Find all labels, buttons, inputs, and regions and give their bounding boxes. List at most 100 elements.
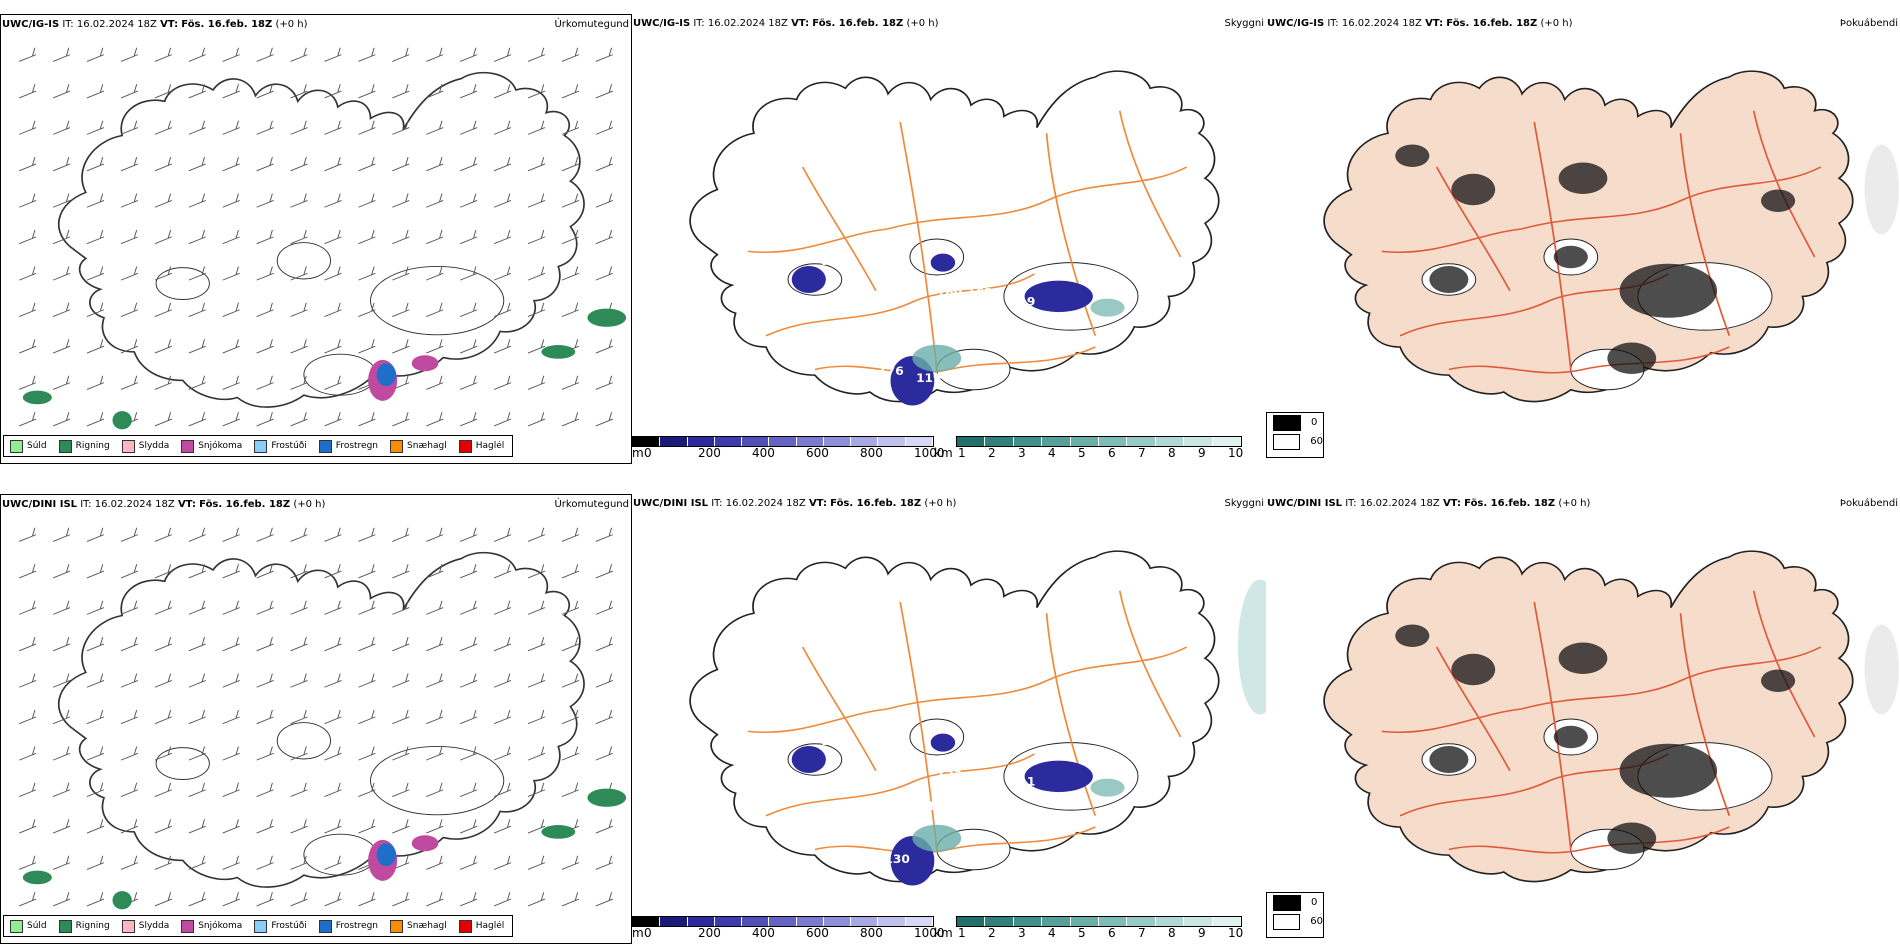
wind-barb — [290, 47, 308, 62]
wind-barb — [18, 527, 37, 542]
wind-barb — [188, 673, 206, 688]
wind-barb — [561, 302, 580, 318]
wind-barb — [459, 266, 478, 281]
colorbar-unit: m — [632, 446, 644, 460]
wind-barb — [426, 47, 444, 62]
wind-barb — [154, 47, 173, 62]
rain-area — [587, 308, 627, 327]
wind-barb — [120, 47, 139, 62]
legend-swatch — [458, 439, 472, 453]
wind-barb — [256, 229, 274, 245]
visibility-map: 105 97 160 162 119 176 119 57 — [689, 70, 1220, 423]
run-info: UWC/DINI ISL IT: 16.02.2024 18Z VT: Fös.… — [1267, 496, 1590, 512]
colorbar-unit: km — [934, 926, 953, 940]
fog-area — [1395, 624, 1430, 647]
road-line — [1045, 613, 1097, 816]
wind-barb — [222, 527, 240, 542]
wind-barb — [459, 302, 478, 318]
wind-barb — [290, 157, 308, 172]
wind-barb — [154, 527, 173, 542]
wind-barb — [188, 84, 206, 99]
ceiling-value-label: 119 — [1010, 295, 1035, 308]
legend-swatch — [254, 919, 268, 933]
wind-barb — [324, 673, 342, 688]
wind-barb — [222, 600, 240, 615]
wind-barb — [188, 527, 206, 542]
wind-barb — [120, 782, 139, 798]
wind-barb — [527, 157, 546, 172]
colorbar-cell — [714, 437, 743, 446]
wind-barb — [527, 782, 546, 798]
wind-barb — [154, 855, 173, 870]
fog-area — [1429, 746, 1469, 773]
wind-barb — [595, 746, 614, 761]
wind-barb — [120, 193, 139, 208]
wind-barb — [324, 819, 342, 834]
vt-value: Fös. 16.feb. 18Z — [830, 498, 922, 509]
fog-index-panel: UWC/DINI ISL IT: 16.02.2024 18Z VT: Fös.… — [1266, 494, 1900, 944]
wind-barb — [426, 709, 444, 725]
wind-barb — [52, 266, 71, 281]
wind-barb — [154, 564, 173, 579]
legend-swatch — [181, 439, 195, 453]
wind-barb — [188, 782, 206, 798]
wind-barb — [52, 302, 71, 318]
model-name: UWC/DINI ISL — [2, 499, 78, 510]
colorbar-cell — [796, 437, 824, 446]
fog-legend: 0 60 — [1266, 892, 1324, 938]
panel-title: Úrkomutegund — [554, 19, 629, 30]
low-ceiling-area — [1024, 280, 1093, 313]
snow-area — [411, 355, 439, 372]
legend-item: Snæhagl — [390, 439, 447, 453]
wind-barb — [18, 229, 37, 245]
panel-header: UWC/DINI ISL IT: 16.02.2024 18Z VT: Fös.… — [632, 494, 1266, 510]
wind-barb — [392, 527, 410, 542]
wind-barb — [256, 339, 274, 354]
wind-barb — [426, 892, 444, 907]
legend-item: Frostregn — [318, 439, 378, 453]
colorbar-cell — [1155, 917, 1185, 926]
wind-barb — [358, 266, 376, 281]
colorbar-cell — [1212, 917, 1242, 926]
colorbar-cell — [851, 917, 879, 926]
colorbar-cell — [905, 917, 933, 926]
visibility-panel: UWC/DINI ISL IT: 16.02.2024 18Z VT: Fös.… — [632, 494, 1266, 944]
wind-barb — [561, 229, 580, 245]
wind-barb — [493, 84, 512, 99]
snow-area — [411, 835, 439, 852]
wind-barb — [324, 47, 342, 62]
low-ceiling-area — [1024, 760, 1093, 793]
wind-barb — [358, 564, 376, 579]
wind-barb — [527, 819, 546, 834]
lead-time: (+0 h) — [924, 498, 957, 509]
wind-barb — [52, 157, 71, 172]
wind-barb — [86, 375, 105, 390]
wind-barb — [392, 819, 410, 834]
wind-barb — [595, 709, 614, 725]
fog-area — [1864, 624, 1899, 715]
wind-barb — [459, 564, 478, 579]
wind-barb — [18, 120, 37, 135]
colorbar-cell — [1155, 437, 1185, 446]
legend-label: Haglél — [475, 921, 505, 931]
road-line — [1118, 110, 1182, 258]
vt-label: VT: — [808, 498, 827, 509]
wind-barb — [527, 892, 546, 907]
wind-barb — [426, 637, 444, 652]
road-line — [747, 646, 1188, 734]
wind-barb — [595, 600, 614, 615]
panel-title: Þokuábendi — [1839, 498, 1898, 509]
ceiling-value-label: 176 — [878, 365, 903, 378]
wind-barb — [527, 855, 546, 870]
wind-barb — [120, 855, 139, 870]
wind-barb — [86, 819, 105, 834]
wind-barb — [86, 637, 105, 652]
wind-barb — [358, 157, 376, 172]
fog-area — [1451, 653, 1496, 686]
wind-barb — [86, 746, 105, 761]
legend-item: Frostúði — [254, 919, 307, 933]
rain-area — [22, 870, 52, 885]
ceiling-value-label: 103 — [762, 743, 787, 756]
it-value: 16.02.2024 18Z — [94, 499, 175, 510]
wind-barb — [392, 892, 410, 907]
